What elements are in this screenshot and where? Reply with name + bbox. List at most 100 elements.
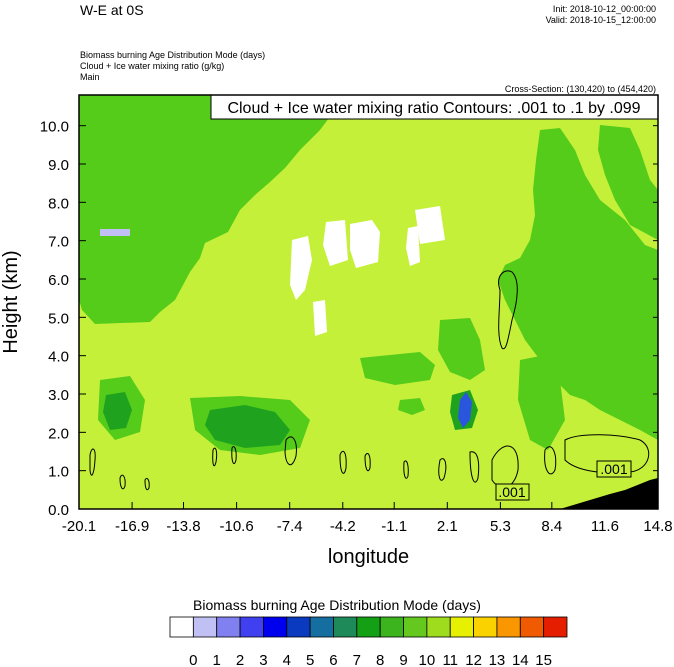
contour-13 bbox=[119, 474, 126, 490]
y-tick-label: 2.0 bbox=[48, 425, 69, 442]
colorbar-swatch bbox=[333, 616, 358, 638]
contour-1 bbox=[498, 270, 518, 350]
contour-12 bbox=[564, 434, 650, 474]
contour-14 bbox=[144, 477, 150, 491]
colorbar-swatch bbox=[403, 616, 428, 638]
field-white-patch-5 bbox=[415, 206, 445, 244]
contour-2 bbox=[89, 448, 96, 476]
contour-8 bbox=[438, 458, 447, 481]
field-white-patch-4 bbox=[406, 226, 420, 266]
colorbar-label: 13 bbox=[489, 652, 506, 667]
terrain bbox=[560, 478, 658, 509]
contour-label-1: .001 bbox=[495, 483, 530, 501]
x-tick-label: 8.4 bbox=[541, 518, 562, 535]
plot-field bbox=[79, 95, 658, 509]
x-tick-label: -16.9 bbox=[115, 518, 149, 535]
colorbar-label: 6 bbox=[329, 652, 337, 667]
init-time-label: Init: 2018-10-12_00:00:00 bbox=[552, 4, 656, 14]
contour-3 bbox=[212, 447, 218, 467]
contour-info-text: Cloud + Ice water mixing ratio Contours:… bbox=[227, 100, 640, 117]
field-white-patch-1 bbox=[290, 236, 312, 300]
contour-11 bbox=[544, 446, 557, 475]
field-white-patch-6 bbox=[313, 300, 327, 336]
x-tick-label: -4.2 bbox=[330, 518, 356, 535]
contour-9 bbox=[469, 451, 480, 483]
colorbar-label: 15 bbox=[535, 652, 552, 667]
y-tick-label: 3.0 bbox=[48, 387, 69, 404]
y-tick-label: 6.0 bbox=[48, 272, 69, 289]
field-dark-green-2 bbox=[103, 392, 132, 430]
y-axis-title: Height (km) bbox=[0, 250, 22, 353]
field-blue-spot bbox=[458, 392, 472, 428]
colorbar-title: Biomass burning Age Distribution Mode (d… bbox=[193, 597, 481, 613]
colorbar-swatch bbox=[286, 616, 311, 638]
colorbar-label: 10 bbox=[419, 652, 436, 667]
colorbar-swatch bbox=[379, 616, 404, 638]
colorbar-label: 9 bbox=[399, 652, 407, 667]
y-tick-label: 10.0 bbox=[40, 119, 69, 136]
x-tick-label: -10.6 bbox=[220, 518, 254, 535]
y-tick-label: 8.0 bbox=[48, 195, 69, 212]
field-region-right-upper bbox=[598, 125, 658, 240]
y-tick-label: 4.0 bbox=[48, 349, 69, 366]
y-tick-label: 1.0 bbox=[48, 464, 69, 481]
contour-label-2-text: .001 bbox=[600, 461, 627, 477]
colorbar-label: 0 bbox=[189, 652, 197, 667]
colorbar-label: 12 bbox=[465, 652, 482, 667]
y-tick-label: 7.0 bbox=[48, 234, 69, 251]
contour-6 bbox=[339, 450, 347, 474]
colorbar-label: 3 bbox=[259, 652, 267, 667]
colorbar-swatch bbox=[239, 616, 264, 638]
colorbar-swatch bbox=[426, 616, 451, 638]
cross-section-label: Cross-Section: (130,420) to (454,420) bbox=[504, 84, 656, 94]
y-tick-label: 0.0 bbox=[48, 502, 69, 519]
contour-7 bbox=[364, 453, 371, 472]
colorbar-label: 1 bbox=[213, 652, 221, 667]
x-tick-label: 14.8 bbox=[643, 518, 672, 535]
colorbar-swatch bbox=[543, 616, 568, 638]
colorbar-label: 8 bbox=[376, 652, 384, 667]
field-region-upper-left bbox=[79, 95, 360, 324]
colorbar-swatch bbox=[169, 616, 194, 638]
colorbar-swatch bbox=[309, 616, 334, 638]
field-title-cloud-ice: Cloud + Ice water mixing ratio (g/kg) bbox=[80, 61, 225, 71]
colorbar-swatch bbox=[356, 616, 381, 638]
colorbar-swatch bbox=[496, 616, 521, 638]
field-patch-mid-2 bbox=[360, 352, 435, 385]
x-tick-label: 5.3 bbox=[490, 518, 511, 535]
valid-time-label: Valid: 2018-10-15_12:00:00 bbox=[545, 15, 656, 25]
field-patch-mid-6 bbox=[398, 398, 425, 415]
field-white-patch-2 bbox=[323, 220, 348, 266]
colorbar-label: 4 bbox=[283, 652, 291, 667]
colorbar-swatch bbox=[519, 616, 545, 638]
field-patch-mid-5 bbox=[518, 355, 565, 450]
plot-title: W-E at 0S bbox=[80, 2, 144, 18]
contour-4 bbox=[231, 446, 237, 464]
x-tick-label: 11.6 bbox=[591, 518, 619, 535]
colorbar-label: 11 bbox=[442, 652, 458, 667]
x-tick-label: -20.1 bbox=[62, 518, 96, 535]
plot-frame bbox=[78, 94, 659, 510]
field-title-biomass: Biomass burning Age Distribution Mode (d… bbox=[80, 50, 266, 60]
colorbar-swatch bbox=[263, 616, 288, 638]
contour-15 bbox=[403, 460, 409, 479]
colorbar-label: 2 bbox=[236, 652, 244, 667]
field-white-patch-3 bbox=[350, 220, 380, 268]
domain-label: Main bbox=[80, 72, 100, 82]
contour-label-2: .001 bbox=[596, 460, 632, 478]
colorbar-swatch bbox=[216, 616, 241, 638]
x-axis-title: longitude bbox=[328, 546, 409, 568]
x-tick-label: -1.1 bbox=[381, 518, 407, 535]
colorbar: 0 1 2 3 4 5 6 7 8 9 10 11 12 13 14 15 bbox=[169, 616, 568, 667]
contour-label-1-text: .001 bbox=[498, 484, 525, 500]
colorbar-swatch bbox=[192, 616, 218, 638]
x-tick-label: -7.4 bbox=[277, 518, 303, 535]
field-lavender-patch bbox=[100, 229, 130, 236]
field-patch-mid-1 bbox=[438, 318, 485, 380]
contour-5 bbox=[284, 436, 297, 466]
colorbar-swatch bbox=[449, 616, 474, 638]
field-region-right bbox=[498, 128, 658, 440]
y-tick-label: 5.0 bbox=[48, 310, 69, 327]
colorbar-label: 14 bbox=[512, 652, 529, 667]
